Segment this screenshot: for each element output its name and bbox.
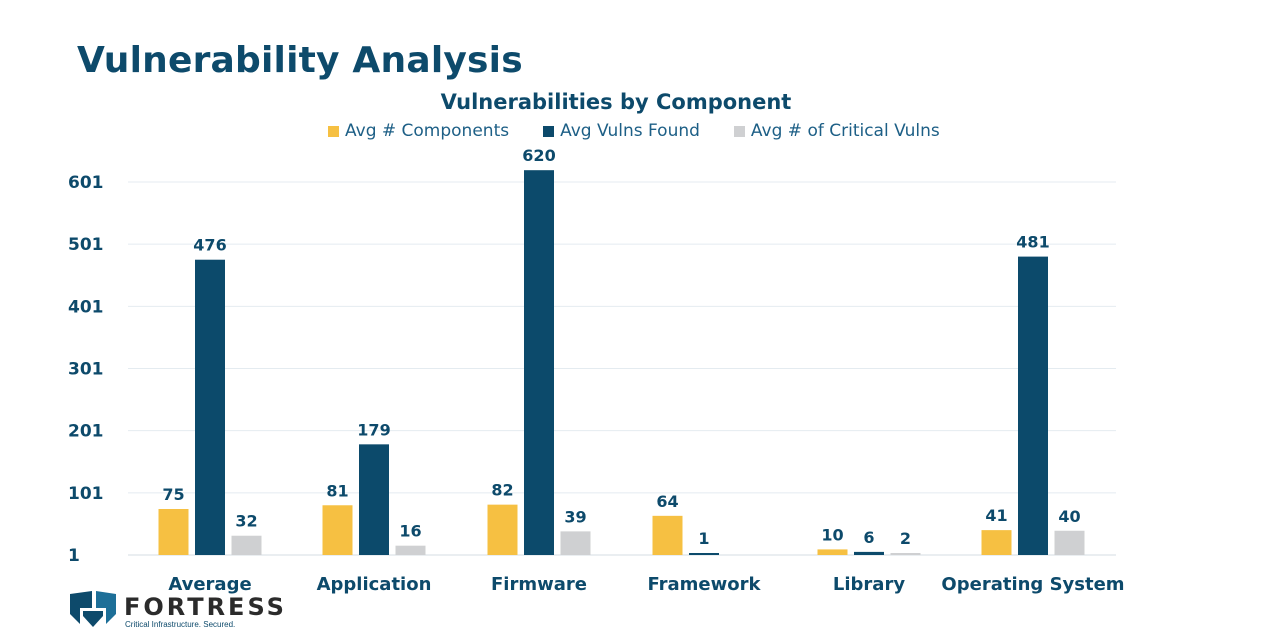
chart-legend: Avg # Components Avg Vulns Found Avg # o… [328, 120, 974, 142]
y-tick-label: 501 [68, 235, 104, 255]
bar-5-2 [1054, 530, 1085, 555]
bar-1-2 [395, 545, 426, 555]
bar-4-1 [854, 551, 884, 555]
y-tick-label: 601 [68, 173, 104, 193]
y-tick-label: 301 [68, 360, 104, 380]
bar-2-0 [487, 504, 518, 555]
data-label: 39 [564, 507, 586, 526]
y-tick-label: 401 [68, 297, 104, 317]
x-tick-label: Firmware [491, 574, 587, 595]
y-tick-label: 1 [68, 546, 80, 566]
legend-item-components: Avg # Components [328, 121, 509, 141]
bar-4-2 [890, 553, 921, 555]
data-label: 476 [193, 236, 226, 255]
legend-label-components: Avg # Components [345, 121, 510, 141]
bar-0-0 [158, 508, 189, 555]
bar-3-1 [689, 553, 719, 555]
bar-4-0 [817, 549, 848, 555]
bar-1-0 [322, 505, 353, 555]
legend-label-vulns-found: Avg Vulns Found [560, 121, 700, 141]
legend-swatch-vulns-found [543, 125, 555, 137]
data-label: 41 [985, 506, 1007, 525]
data-label: 2 [900, 529, 911, 548]
data-label: 64 [656, 492, 678, 511]
bar-2-2 [560, 531, 591, 555]
logo-wordmark: FORTRESS [124, 593, 287, 621]
legend-swatch-critical-vulns [733, 125, 745, 137]
data-label: 40 [1058, 507, 1080, 526]
data-label: 6 [863, 528, 874, 547]
bars-layer [158, 170, 1085, 555]
data-label: 81 [326, 481, 348, 500]
data-label: 32 [235, 512, 257, 531]
logo-tagline: Critical Infrastructure. Secured. [125, 620, 236, 629]
data-label: 1 [698, 529, 709, 548]
grid-layer [128, 181, 1116, 556]
fortress-logo: FORTRESS Critical Infrastructure. Secure… [66, 590, 316, 629]
data-label: 179 [357, 420, 390, 439]
legend-swatch-components [328, 125, 339, 137]
legend-label-critical-vulns: Avg # of Critical Vulns [750, 121, 940, 141]
data-label: 16 [399, 522, 421, 541]
x-tick-label: Average [168, 574, 251, 595]
bar-1-1 [359, 444, 389, 555]
fortress-shield-icon [70, 591, 116, 627]
data-label: 82 [491, 481, 513, 500]
x-tick-label: Library [833, 574, 905, 595]
chart-title: Vulnerabilities by Component [440, 90, 792, 114]
data-label: 10 [821, 525, 843, 544]
data-label: 620 [522, 146, 555, 165]
page-title: Vulnerability Analysis [77, 40, 523, 81]
y-tick-label: 201 [68, 422, 104, 442]
data-label: 75 [162, 485, 184, 504]
x-tick-label: Application [317, 574, 432, 595]
bar-5-1 [1018, 256, 1048, 555]
x-tick-label: Framework [648, 574, 762, 595]
data-label: 481 [1016, 233, 1049, 252]
bar-2-1 [524, 170, 554, 555]
y-tick-label: 101 [68, 484, 104, 504]
x-tick-label: Operating System [941, 574, 1124, 595]
labels-layer: 11012013014015016017547632Average8117916… [68, 146, 1125, 595]
legend-item-vulns-found: Avg Vulns Found [543, 121, 700, 141]
bar-0-1 [195, 259, 225, 555]
bar-3-0 [652, 515, 683, 555]
bar-5-0 [981, 530, 1012, 555]
bar-0-2 [231, 535, 262, 555]
legend-item-critical-vulns: Avg # of Critical Vulns [733, 121, 940, 141]
